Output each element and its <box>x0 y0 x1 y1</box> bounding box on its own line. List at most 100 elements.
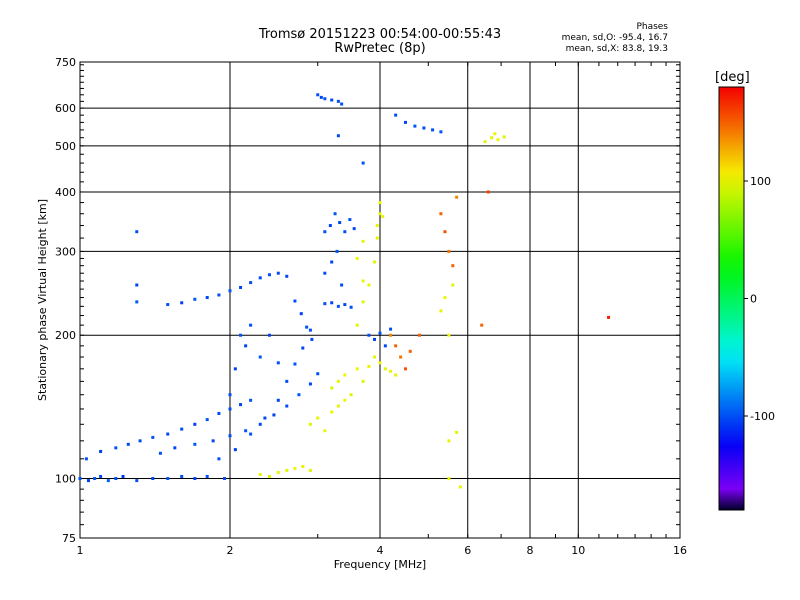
data-point <box>285 468 289 472</box>
data-point <box>301 346 305 350</box>
data-point <box>394 113 398 117</box>
data-point <box>99 474 103 478</box>
data-point <box>126 442 130 446</box>
data-point <box>355 323 359 327</box>
x-tick-label: 4 <box>377 544 384 557</box>
data-point <box>349 305 353 309</box>
colorbar <box>718 86 745 511</box>
data-point <box>217 293 221 297</box>
data-point <box>78 477 82 481</box>
data-point <box>308 468 312 472</box>
data-point <box>502 135 506 139</box>
data-point <box>352 227 356 231</box>
data-point <box>308 422 312 426</box>
data-point <box>316 416 320 420</box>
data-point <box>607 315 611 319</box>
data-point <box>205 474 209 478</box>
data-point <box>394 373 398 377</box>
data-point <box>458 485 462 489</box>
data-point <box>330 301 334 305</box>
x-tick-label: 1 <box>77 544 84 557</box>
data-point <box>244 429 248 433</box>
data-point <box>217 457 221 461</box>
data-point <box>158 451 162 455</box>
data-point <box>86 479 90 483</box>
phases-x-stats: mean, sd,X: 83.8, 19.3 <box>565 44 668 54</box>
data-point <box>249 432 253 436</box>
data-point <box>258 355 262 359</box>
x-tick-label: 8 <box>527 544 534 557</box>
data-point <box>486 190 490 194</box>
data-point <box>373 355 377 359</box>
x-tick-label: 16 <box>673 544 687 557</box>
data-point <box>403 120 407 124</box>
data-point <box>276 398 280 402</box>
data-point <box>336 404 340 408</box>
data-point <box>439 309 443 313</box>
data-point <box>333 212 337 216</box>
data-point <box>285 379 289 383</box>
data-point <box>276 271 280 275</box>
data-point <box>305 325 309 329</box>
data-point <box>336 379 340 383</box>
data-point <box>106 479 110 483</box>
data-point <box>355 256 359 260</box>
data-point <box>267 333 271 337</box>
data-point <box>335 249 339 253</box>
data-point <box>299 312 303 316</box>
data-point <box>403 367 407 371</box>
x-tick-label: 10 <box>571 544 585 557</box>
x-tick-label: 6 <box>464 544 471 557</box>
data-point <box>276 470 280 474</box>
data-point <box>267 474 271 478</box>
data-point <box>447 439 451 443</box>
data-point <box>249 281 253 285</box>
data-point <box>361 161 365 165</box>
data-point <box>330 260 334 264</box>
data-point <box>417 333 421 337</box>
data-point <box>228 407 232 411</box>
data-point <box>135 283 139 287</box>
data-point <box>151 435 155 439</box>
data-point <box>285 274 289 278</box>
data-point <box>166 477 170 481</box>
data-point <box>455 430 459 434</box>
plot-frame <box>79 61 681 539</box>
data-point <box>361 279 365 283</box>
data-point <box>293 362 297 366</box>
data-point <box>493 132 497 136</box>
chart-subtitle: RwPretec (8p) <box>334 41 426 56</box>
data-point <box>233 448 237 452</box>
data-point <box>422 126 426 130</box>
data-point <box>367 283 371 287</box>
data-point <box>310 337 314 341</box>
data-point <box>239 403 243 407</box>
data-point <box>336 134 340 138</box>
data-point <box>233 367 237 371</box>
data-point <box>308 382 312 386</box>
data-point <box>285 404 289 408</box>
data-point <box>166 432 170 436</box>
data-point <box>293 299 297 303</box>
data-point <box>316 93 320 97</box>
data-point <box>276 361 280 365</box>
data-point <box>211 439 215 443</box>
x-axis-label: Frequency [MHz] <box>334 558 426 571</box>
y-tick-label: 75 <box>62 532 76 545</box>
data-point <box>258 472 262 476</box>
data-point <box>205 418 209 422</box>
y-tick-label: 300 <box>55 245 76 258</box>
data-point <box>114 477 118 481</box>
data-point <box>267 273 271 277</box>
data-point <box>361 379 365 383</box>
data-point <box>389 327 393 331</box>
y-tick-label: 400 <box>55 186 76 199</box>
y-tick-label: 200 <box>55 329 76 342</box>
data-point <box>413 124 417 128</box>
data-point <box>348 218 352 222</box>
data-point <box>193 477 197 481</box>
data-point <box>323 302 327 306</box>
data-point <box>249 323 253 327</box>
y-tick-label: 600 <box>55 102 76 115</box>
data-point <box>249 398 253 402</box>
